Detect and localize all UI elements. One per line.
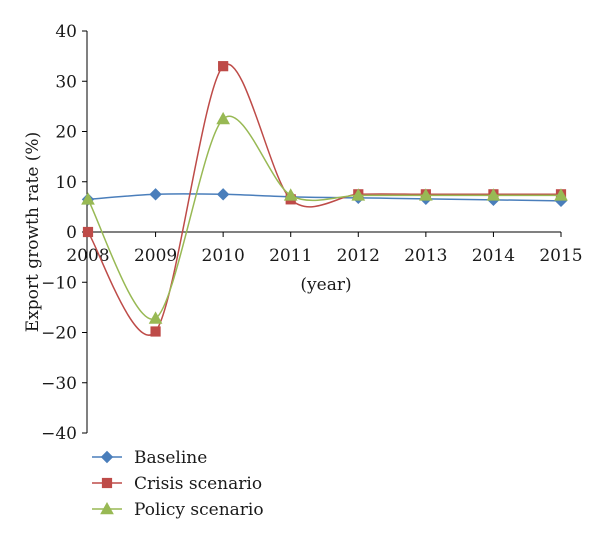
data-point	[351, 188, 366, 201]
x-tick-label: 2010	[202, 246, 245, 266]
series-layer	[81, 61, 568, 337]
data-point	[216, 188, 230, 201]
data-point	[486, 188, 501, 201]
data-point	[216, 111, 230, 125]
x-tick-label: 2014	[472, 246, 515, 266]
y-tick-label: −10	[41, 273, 77, 293]
legend-marker	[101, 477, 113, 489]
legend-marker	[100, 501, 114, 515]
x-axis-title: (year)	[300, 275, 351, 295]
data-point	[554, 188, 568, 201]
legend-item: Baseline	[92, 448, 207, 468]
y-tick-label: 40	[55, 22, 77, 42]
legend-label: Policy scenario	[134, 500, 264, 520]
y-tick-label: 20	[55, 123, 77, 143]
y-axis-title: Export growth rate (%)	[23, 132, 43, 332]
legend-label: Crisis scenario	[134, 474, 262, 494]
data-point	[148, 311, 163, 324]
x-tick-label: 2015	[539, 246, 582, 266]
y-tick-label: 10	[55, 173, 77, 193]
series-triangle	[81, 111, 568, 324]
y-tick-label: −30	[41, 374, 77, 394]
data-point	[283, 188, 298, 201]
x-tick-label: 2011	[269, 246, 312, 266]
axes: −40 −30 −20 −10 0 10 20 30 40 2008 2009 2010 2011 201…	[41, 22, 583, 444]
x-tick-label: 2012	[337, 246, 380, 266]
data-point	[218, 61, 229, 72]
x-tick-label: 2013	[404, 246, 447, 266]
legend: Baseline Crisis scenario Policy scenario	[92, 448, 264, 520]
legend-marker	[100, 450, 114, 464]
data-point	[149, 188, 162, 201]
x-tick-label: 2008	[66, 246, 109, 266]
data-point	[81, 192, 95, 205]
legend-item: Crisis scenario	[92, 474, 262, 494]
y-tick-label: 0	[66, 223, 77, 243]
data-point	[419, 188, 433, 201]
x-tick-label: 2009	[134, 246, 177, 266]
legend-item: Policy scenario	[92, 500, 264, 520]
data-point	[150, 326, 161, 337]
legend-label: Baseline	[134, 448, 207, 468]
y-tick-label: 30	[55, 72, 77, 92]
data-point	[82, 226, 94, 238]
y-tick-label: −20	[41, 324, 77, 344]
y-tick-label: −40	[41, 424, 77, 444]
